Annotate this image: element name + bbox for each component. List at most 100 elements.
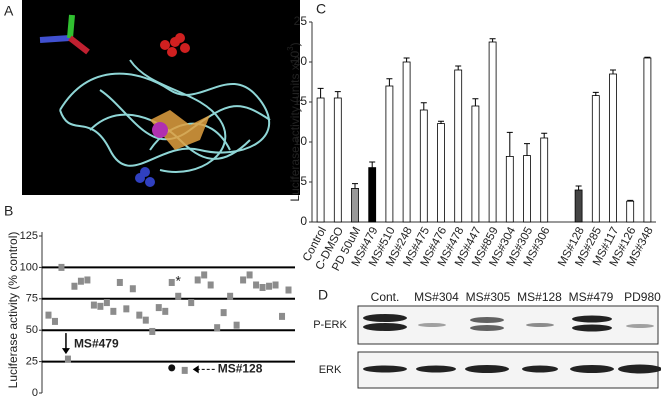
y-axis-label: Luciferase activity (units x103) bbox=[286, 42, 302, 201]
annotation: * bbox=[176, 273, 182, 289]
error-bar bbox=[506, 131, 513, 157]
blot-column-label: PD980 bbox=[624, 290, 661, 304]
error-bar bbox=[317, 87, 324, 98]
y-tick-label: 75 bbox=[26, 293, 38, 305]
point bbox=[259, 283, 266, 291]
bar bbox=[471, 105, 480, 223]
error-bar bbox=[489, 38, 496, 42]
panel-label: C bbox=[316, 1, 326, 17]
bar bbox=[368, 167, 377, 223]
bar bbox=[505, 155, 514, 223]
y-tick-label: 10 bbox=[294, 134, 308, 148]
error-bar bbox=[610, 69, 616, 74]
blot-column-label: MS#479 bbox=[569, 290, 614, 304]
error-bar bbox=[472, 98, 479, 106]
y-tick-label: 50 bbox=[26, 324, 38, 336]
panel-label: A bbox=[4, 3, 14, 19]
blot-column-label: MS#305 bbox=[466, 290, 511, 304]
panel-label: B bbox=[4, 203, 13, 219]
point bbox=[45, 311, 52, 319]
bar bbox=[419, 109, 428, 223]
point bbox=[201, 271, 208, 279]
bar bbox=[574, 189, 583, 223]
point bbox=[246, 271, 253, 279]
point bbox=[285, 286, 292, 294]
point bbox=[149, 327, 156, 335]
blot-column-label: Cont. bbox=[371, 290, 400, 304]
error-bar bbox=[420, 102, 427, 110]
point bbox=[58, 263, 65, 271]
point bbox=[272, 281, 279, 289]
point bbox=[168, 278, 175, 286]
bar bbox=[643, 57, 652, 223]
bar bbox=[351, 187, 359, 223]
error-bar bbox=[403, 57, 410, 62]
y-label-end: ) bbox=[288, 42, 302, 46]
point bbox=[123, 305, 130, 313]
bar bbox=[385, 85, 394, 223]
bar bbox=[333, 97, 342, 223]
error-bar bbox=[541, 132, 548, 138]
bar bbox=[626, 200, 635, 223]
point bbox=[240, 276, 247, 284]
error-bar bbox=[627, 199, 634, 202]
point bbox=[129, 285, 136, 293]
point bbox=[64, 355, 71, 363]
point bbox=[181, 366, 188, 374]
point bbox=[233, 321, 240, 329]
point bbox=[51, 317, 58, 325]
error-bar bbox=[592, 91, 599, 96]
panel-label: D bbox=[318, 287, 328, 303]
point bbox=[214, 324, 221, 332]
point bbox=[90, 301, 97, 309]
bar bbox=[316, 97, 325, 223]
point bbox=[71, 282, 78, 290]
arrow-head bbox=[192, 365, 199, 374]
point bbox=[279, 312, 286, 320]
error-bar bbox=[575, 185, 582, 190]
point bbox=[77, 277, 84, 285]
point bbox=[155, 304, 162, 312]
bar bbox=[437, 123, 445, 223]
error-bar bbox=[438, 120, 444, 124]
y-tick-label: 25 bbox=[294, 14, 308, 28]
y-label-text: Luciferase activity (units x10 bbox=[288, 51, 302, 202]
point bbox=[136, 311, 143, 319]
y-tick-label: 125 bbox=[20, 230, 38, 242]
bar bbox=[609, 73, 617, 223]
y-tick-label: 100 bbox=[20, 261, 38, 273]
blot-column-label: MS#128 bbox=[517, 290, 562, 304]
y-axis-label: Luciferase activity (% control) bbox=[6, 232, 20, 389]
error-bar bbox=[369, 161, 376, 168]
point bbox=[227, 292, 234, 300]
point bbox=[162, 307, 169, 315]
point bbox=[97, 302, 104, 310]
bar bbox=[523, 155, 531, 223]
error-bar bbox=[524, 143, 530, 156]
bar bbox=[540, 137, 549, 223]
error-bar bbox=[644, 56, 651, 58]
point bbox=[175, 292, 182, 300]
point bbox=[194, 276, 201, 284]
point bbox=[116, 278, 123, 286]
point bbox=[188, 299, 195, 307]
y-tick-label: 0 bbox=[32, 387, 38, 399]
y-tick-label: 0 bbox=[300, 214, 307, 228]
point bbox=[207, 281, 214, 289]
bar bbox=[488, 41, 497, 223]
bar bbox=[402, 61, 411, 223]
y-tick-label: 25 bbox=[26, 356, 38, 368]
point bbox=[103, 299, 110, 307]
point bbox=[84, 276, 91, 284]
y-tick-label: 15 bbox=[294, 94, 308, 108]
annotation: MS#479 bbox=[74, 336, 119, 350]
bar bbox=[454, 69, 463, 223]
y-tick-label: 20 bbox=[294, 54, 308, 68]
error-bar bbox=[386, 78, 393, 86]
blot-column-label: MS#304 bbox=[414, 290, 459, 304]
point bbox=[168, 364, 176, 372]
y-tick-label: 5 bbox=[300, 174, 307, 188]
molecule-image bbox=[22, 0, 300, 195]
western-blot bbox=[357, 305, 661, 389]
